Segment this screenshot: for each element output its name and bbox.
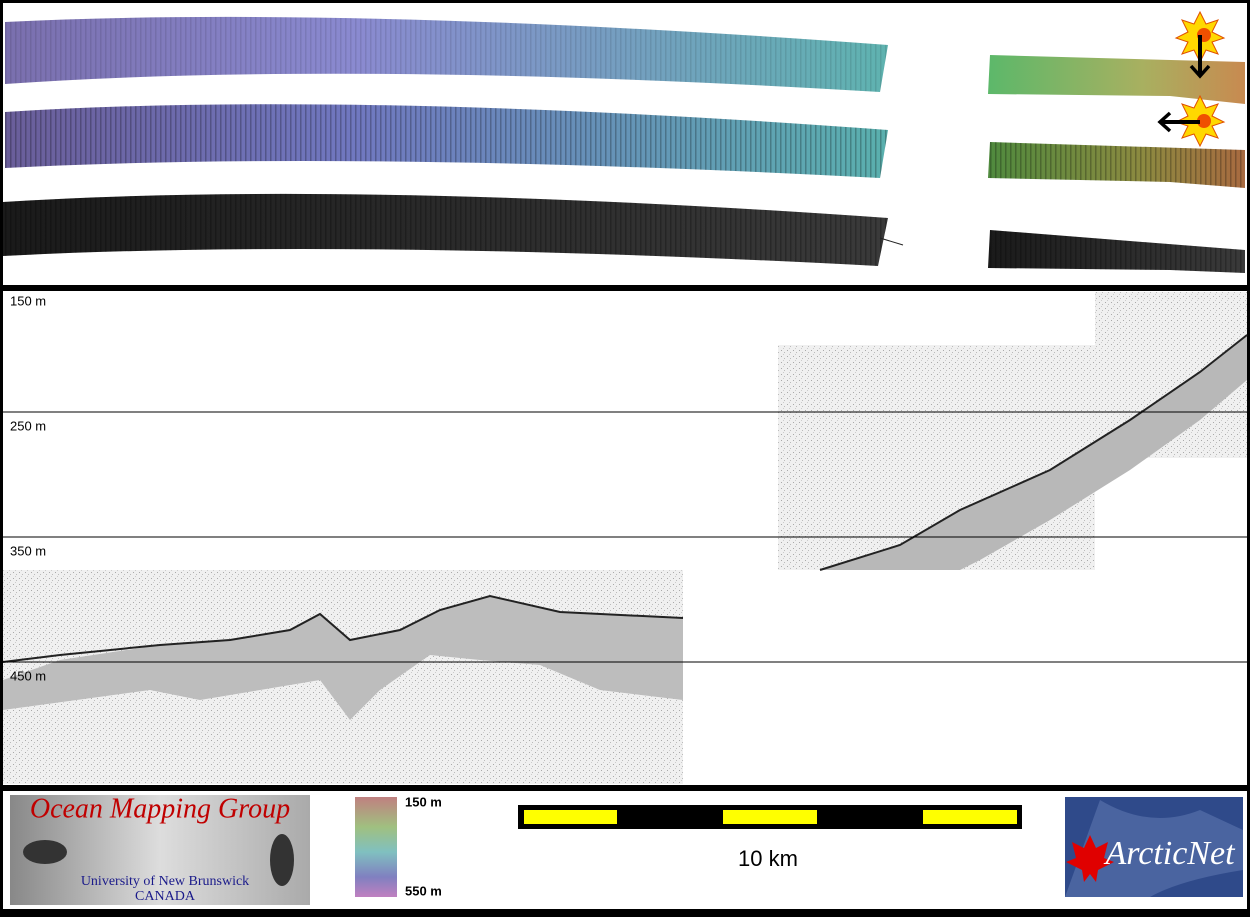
swath-texture — [5, 16, 888, 92]
logo-shape — [23, 840, 67, 864]
swath-texture — [988, 142, 1245, 188]
depth-label: 250 m — [10, 418, 46, 433]
swath-trace — [879, 237, 904, 246]
scale-label: 10 km — [738, 846, 798, 871]
omg-logo: Ocean Mapping Group University of New Br… — [10, 793, 310, 905]
depth-label: 150 m — [10, 293, 46, 308]
profiles — [2, 292, 1248, 784]
scale-segment — [923, 810, 1017, 824]
profile-gap — [778, 292, 1095, 345]
logo-title: Ocean Mapping Group — [30, 793, 290, 824]
logo-shape — [270, 834, 294, 886]
seafloor-line — [819, 334, 1248, 571]
colorbar-top: 150 m — [405, 794, 442, 809]
arcticnet-logo: ArcticNet — [1065, 797, 1243, 897]
colorbar — [355, 797, 397, 897]
swath — [988, 55, 1245, 104]
colorbar-bottom: 550 m — [405, 883, 442, 898]
sun-core — [1197, 114, 1211, 128]
swath-texture — [988, 230, 1245, 273]
scale-segment — [723, 810, 817, 824]
swath-texture — [3, 193, 888, 266]
scale-bar — [518, 805, 1022, 829]
logo-name: ArcticNet — [1103, 835, 1236, 872]
maple-leaf — [1066, 835, 1114, 882]
depth-label: 350 m — [10, 543, 46, 558]
profile-sediment — [3, 596, 683, 720]
arrow-head — [1157, 111, 1172, 133]
profile-sediment — [820, 335, 1247, 570]
swaths — [3, 16, 1245, 273]
logo-map — [1065, 800, 1243, 897]
swath-texture — [5, 104, 888, 178]
depth-grid: 150 m 250 m 350 m 450 m — [3, 293, 1247, 683]
scale-segment — [524, 810, 617, 824]
seafloor-line — [2, 594, 684, 663]
sun-icons — [1157, 10, 1226, 148]
depth-label: 450 m — [10, 668, 46, 683]
arrow-head — [1189, 64, 1211, 79]
logo-university: University of New Brunswick — [81, 874, 249, 889]
logo-country: CANADA — [135, 889, 196, 904]
